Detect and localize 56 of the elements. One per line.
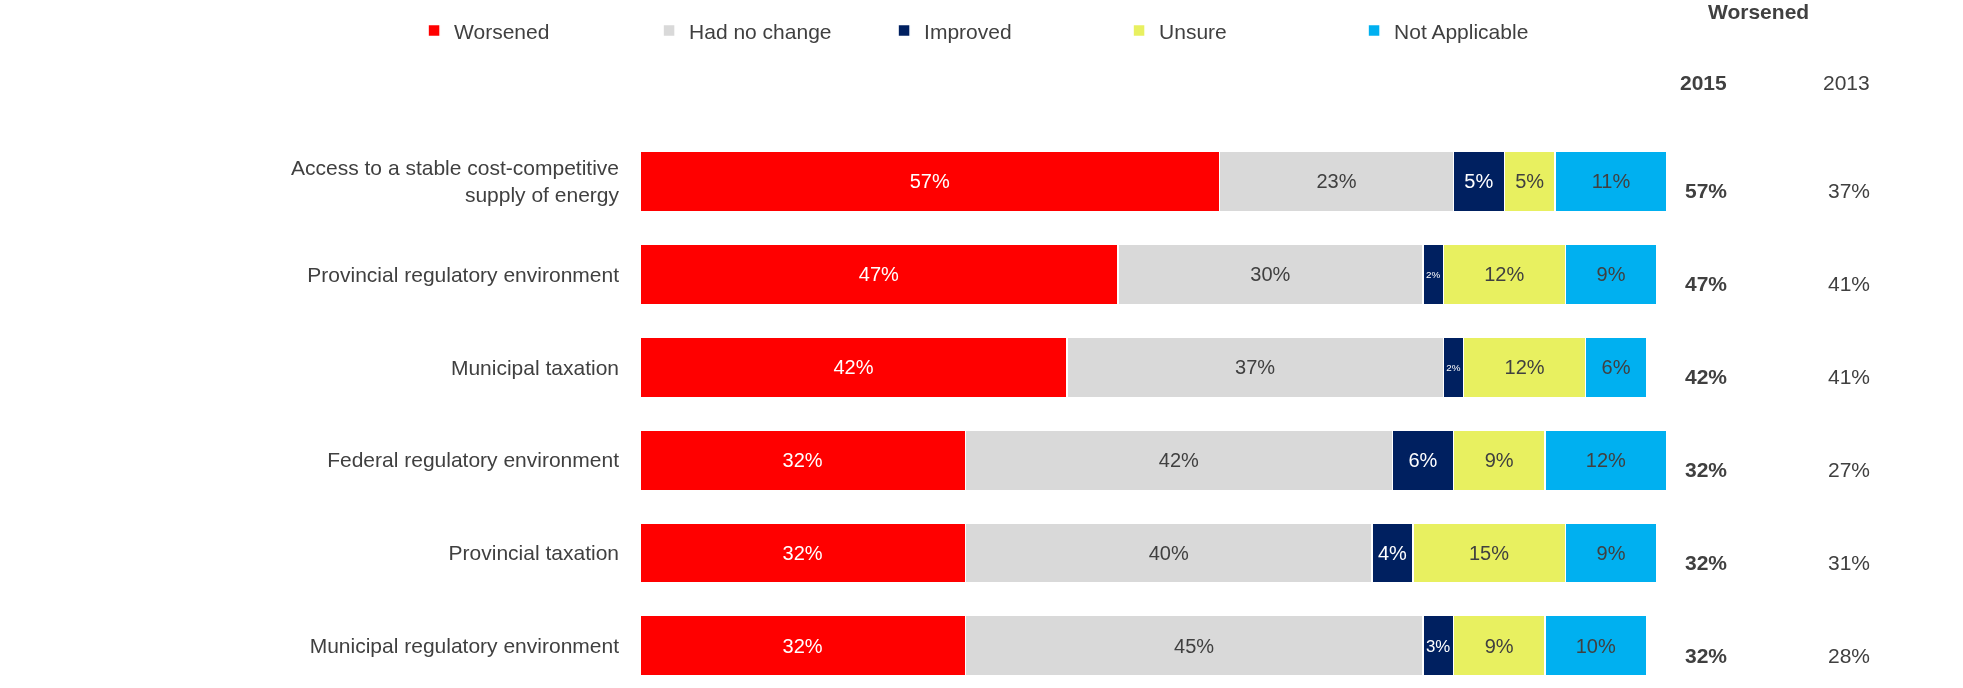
legend-label: Improved: [924, 19, 1012, 43]
text: 2015: [1680, 71, 1728, 94]
data-label: 4%: [1377, 541, 1408, 564]
data-label: 9%: [1484, 449, 1514, 472]
data-label: 9%: [1596, 263, 1626, 286]
data-label: 32%: [782, 634, 823, 657]
data-label: 47%: [858, 263, 900, 286]
data-label: 9%: [1484, 634, 1514, 657]
text: 41%: [1828, 365, 1871, 388]
data-label: 12%: [1504, 356, 1545, 379]
text: 31%: [1828, 551, 1871, 574]
text: 42%: [1685, 365, 1728, 388]
y-tick-label: Federal regulatory environment: [327, 448, 620, 472]
text: 32%: [1685, 551, 1728, 574]
text: 28%: [1828, 644, 1871, 667]
data-label: 32%: [782, 449, 823, 472]
text: 27%: [1828, 458, 1871, 481]
text: Worsened: [1708, 0, 1810, 23]
data-label: 2%: [1446, 361, 1461, 373]
data-label: 23%: [1316, 170, 1357, 193]
data-label: 45%: [1174, 634, 1215, 657]
data-label: 11%: [1591, 170, 1631, 193]
data-label: 42%: [833, 356, 874, 379]
legend-label: Not Applicable: [1394, 19, 1529, 43]
data-label: 2%: [1425, 268, 1441, 280]
data-label: 42%: [1158, 449, 1200, 472]
data-label: 10%: [1575, 634, 1616, 657]
y-tick-label: Access to a stable cost-competitive supply of energy: [291, 156, 620, 207]
text: 32%: [1685, 644, 1728, 667]
data-label: 9%: [1596, 541, 1626, 564]
text: 57%: [1685, 179, 1728, 202]
text: 2013: [1823, 71, 1870, 94]
text: 37%: [1828, 179, 1871, 202]
y-tick-label: Provincial taxation: [448, 541, 619, 565]
y-tick-label: Provincial regulatory environment: [307, 262, 620, 286]
data-label: 6%: [1601, 356, 1631, 379]
text: 32%: [1685, 458, 1728, 481]
y-tick-label: Municipal regulatory environment: [309, 634, 620, 658]
legend-label: Had no change: [689, 19, 832, 43]
data-label: 57%: [909, 170, 950, 193]
data-label: 5%: [1515, 170, 1545, 193]
data-label: 12%: [1585, 449, 1627, 472]
legend-label: Worsened: [454, 19, 550, 43]
text: 47%: [1685, 272, 1728, 295]
text: 41%: [1828, 272, 1871, 295]
data-label: 30%: [1250, 263, 1291, 286]
data-label: 5%: [1464, 170, 1494, 193]
legend-label: Unsure: [1159, 19, 1227, 43]
data-label: 32%: [782, 541, 823, 564]
data-label: 37%: [1235, 356, 1276, 379]
data-label: 40%: [1148, 541, 1189, 564]
data-label: 15%: [1468, 541, 1510, 564]
y-tick-label: Municipal taxation: [450, 355, 619, 379]
data-label: 3%: [1425, 636, 1451, 656]
data-label: 12%: [1484, 263, 1525, 286]
data-label: 6%: [1408, 449, 1438, 472]
